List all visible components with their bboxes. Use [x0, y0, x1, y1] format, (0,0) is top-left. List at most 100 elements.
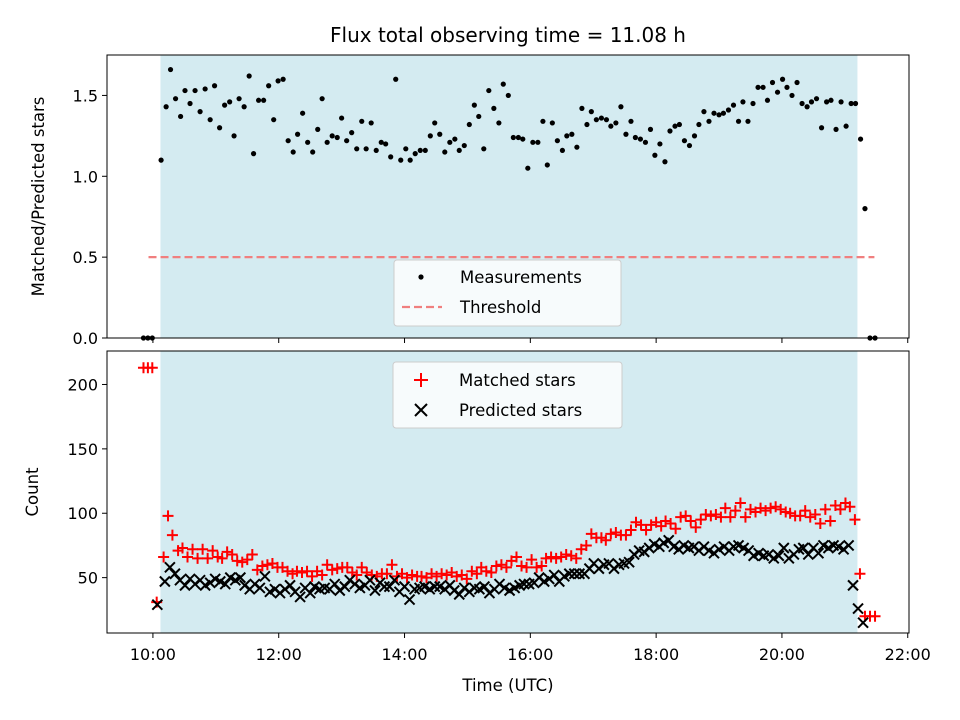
predicted-star-point — [847, 579, 859, 592]
predicted-star-point — [398, 580, 411, 593]
matched-star-point — [560, 548, 572, 560]
matched-star-point — [849, 514, 861, 526]
measurement-point — [672, 123, 678, 129]
measurement-point — [334, 134, 340, 141]
matched-star-point — [775, 503, 787, 515]
matched-star-point — [256, 560, 268, 572]
matched-star-point — [804, 511, 816, 523]
measurement-point — [584, 121, 590, 128]
matched-star-point — [695, 514, 707, 526]
measurement-point — [250, 151, 257, 157]
measurement-point — [745, 118, 751, 124]
predicted-star-point — [369, 584, 381, 597]
measurement-point — [496, 120, 502, 126]
matched-star-point — [784, 507, 796, 519]
measurement-point — [412, 151, 418, 157]
matched-star-point — [755, 502, 767, 514]
matched-star-point — [620, 529, 632, 541]
measurement-point — [231, 133, 237, 139]
x-tick-label: 16:00 — [507, 645, 553, 664]
measurement-point — [681, 138, 688, 144]
matched-star-point — [451, 570, 463, 582]
measurement-point — [432, 120, 438, 126]
predicted-star-point — [773, 550, 785, 562]
measurement-point — [310, 149, 316, 155]
measurement-point — [843, 123, 849, 129]
matched-star-point — [600, 534, 612, 546]
predicted-star-point — [159, 575, 171, 588]
matched-star-point — [461, 573, 473, 585]
measurement-point — [383, 141, 389, 147]
measurement-point — [442, 149, 448, 155]
measurement-point — [354, 146, 360, 152]
measurement-point — [216, 125, 223, 131]
measurement-point — [285, 138, 291, 144]
matched-star-point — [580, 539, 592, 551]
matched-star-point — [765, 502, 777, 514]
matched-star-point — [406, 569, 418, 581]
matched-star-point — [705, 510, 717, 522]
x-tick-label: 18:00 — [633, 645, 679, 664]
measurement-point — [197, 109, 203, 115]
matched-star-point — [471, 568, 483, 580]
measurement-point — [255, 97, 262, 103]
legend-label-matched: Matched stars — [459, 371, 576, 390]
legend-marker-measurements — [418, 274, 424, 280]
matched-star-point — [550, 552, 562, 564]
measurement-point — [236, 96, 242, 102]
measurement-point — [720, 110, 727, 116]
measurement-point — [789, 92, 795, 99]
measurement-point — [716, 112, 722, 118]
measurement-point — [290, 149, 296, 155]
measurement-point — [417, 147, 423, 154]
predicted-star-point — [364, 574, 376, 586]
matched-star-point — [700, 509, 712, 521]
measurement-point — [818, 125, 825, 131]
measurement-point — [799, 100, 805, 107]
measurement-point — [266, 83, 272, 89]
matched-star-point — [794, 510, 806, 522]
matched-star-point — [744, 503, 756, 515]
measurement-point — [642, 139, 649, 145]
measurement-point — [227, 99, 233, 105]
matched-star-point — [162, 510, 174, 522]
matched-star-point — [565, 550, 577, 562]
matched-star-point — [480, 565, 492, 577]
measurement-point — [452, 136, 458, 142]
measurement-point — [476, 113, 482, 120]
matched-star-point — [570, 552, 582, 564]
matched-star-point — [799, 505, 811, 517]
measurement-point — [784, 84, 790, 90]
matched-star-point — [675, 511, 687, 523]
matched-star-point — [630, 516, 642, 528]
measurement-point — [794, 79, 800, 86]
measurement-point — [461, 142, 467, 149]
panel-count: 50 100 150 200 10:00 12:00 14:00 16:00 18:00 20:0… — [23, 350, 931, 695]
measurement-point — [456, 147, 462, 154]
matched-star-point — [690, 521, 702, 533]
matched-star-point — [680, 510, 692, 522]
measurement-point — [750, 100, 756, 107]
matched-star-point — [326, 564, 338, 576]
matched-star-point — [770, 501, 782, 513]
x-tick-label: 20:00 — [759, 645, 805, 664]
y-tick-label: 150 — [67, 440, 98, 459]
y-tick-label: 0.5 — [73, 248, 98, 267]
measurement-point — [760, 84, 766, 90]
matched-star-point — [760, 505, 772, 517]
measurement-point — [363, 146, 369, 152]
matched-star-point — [685, 515, 697, 527]
measurement-point — [211, 83, 218, 89]
measurement-point — [500, 81, 506, 87]
panel-ratio: 0.0 0.5 1.0 1.5 Matched/Predicted stars Mea… — [29, 54, 910, 348]
y-axis-label-count: Count — [23, 467, 42, 517]
predicted-star-point — [518, 578, 530, 590]
measurement-point — [437, 131, 443, 137]
measurement-point — [735, 118, 742, 124]
matched-star-point — [416, 570, 428, 582]
measurement-point — [774, 89, 781, 95]
x-axis-label: Time (UTC) — [461, 676, 553, 695]
matched-star-point — [351, 569, 363, 581]
predicted-star-point — [403, 593, 416, 606]
legend-label-threshold: Threshold — [459, 298, 541, 317]
